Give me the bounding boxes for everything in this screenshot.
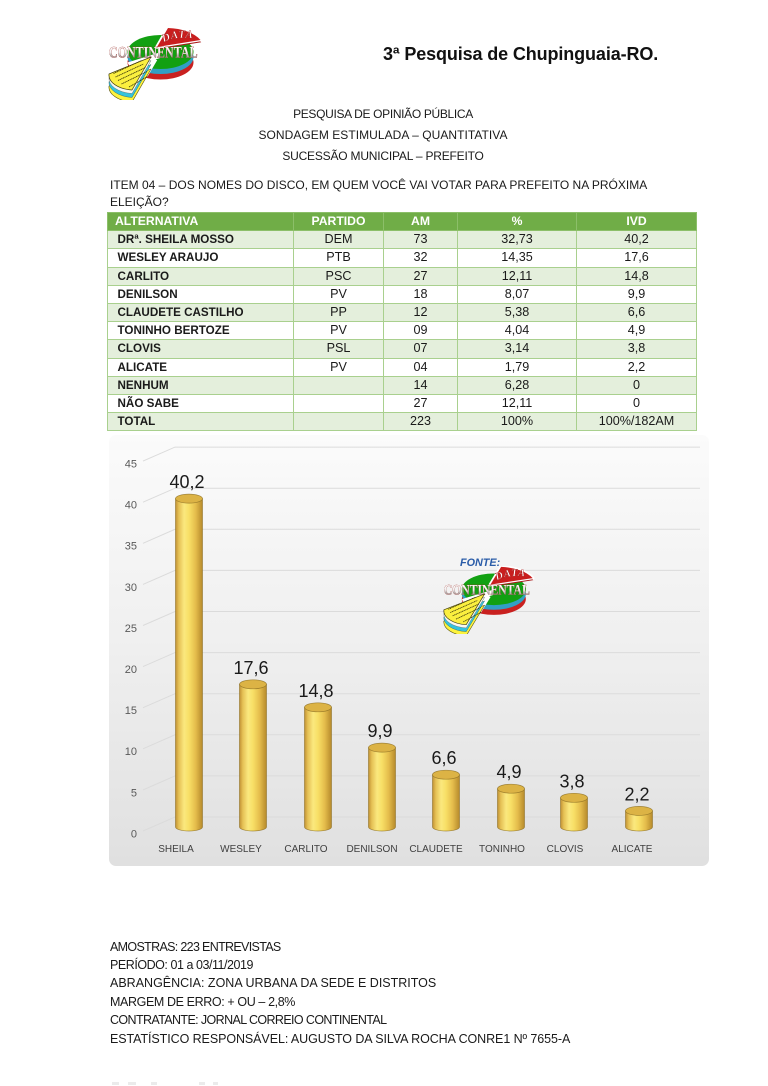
- svg-text:5: 5: [131, 787, 137, 799]
- svg-text:4,9: 4,9: [496, 762, 521, 782]
- svg-text:WESLEY: WESLEY: [220, 844, 262, 855]
- svg-text:DENILSON: DENILSON: [346, 844, 397, 855]
- svg-text:17,6: 17,6: [233, 658, 268, 678]
- svg-text:3,8: 3,8: [559, 771, 584, 791]
- svg-text:TONINHO: TONINHO: [479, 844, 525, 855]
- svg-text:20: 20: [125, 664, 137, 676]
- svg-text:45: 45: [125, 459, 137, 471]
- svg-text:9,9: 9,9: [367, 721, 392, 741]
- svg-text:30: 30: [125, 582, 137, 594]
- svg-text:40,2: 40,2: [169, 472, 204, 492]
- svg-text:14,8: 14,8: [298, 681, 333, 701]
- svg-text:FONTE:: FONTE:: [460, 557, 501, 569]
- svg-text:ALICATE: ALICATE: [612, 844, 653, 855]
- svg-text:SHEILA: SHEILA: [158, 844, 194, 855]
- svg-text:10: 10: [125, 746, 137, 758]
- svg-text:CLAUDETE: CLAUDETE: [409, 844, 463, 855]
- svg-text:25: 25: [125, 623, 137, 635]
- svg-text:40: 40: [125, 500, 137, 512]
- svg-text:0: 0: [131, 828, 137, 840]
- svg-text:CARLITO: CARLITO: [284, 844, 327, 855]
- svg-text:35: 35: [125, 541, 137, 553]
- svg-text:2,2: 2,2: [624, 784, 649, 804]
- svg-text:CLOVIS: CLOVIS: [547, 844, 584, 855]
- svg-text:15: 15: [125, 705, 137, 717]
- svg-text:6,6: 6,6: [431, 748, 456, 768]
